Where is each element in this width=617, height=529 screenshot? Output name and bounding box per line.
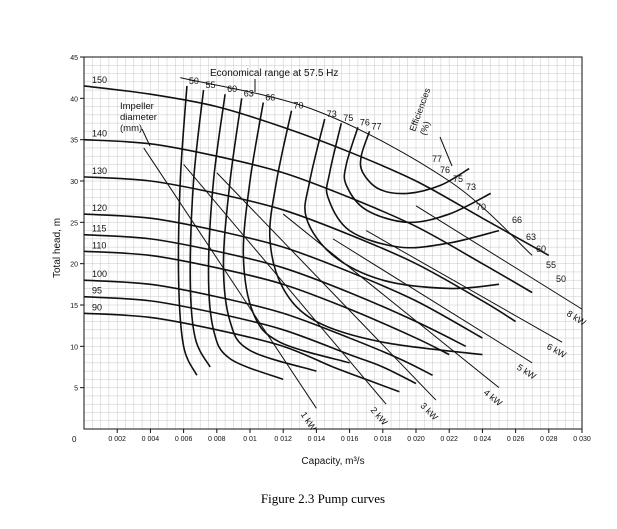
efficiency-end-label: 66 [512,215,522,225]
y-axis-ticks: 5 10 15 20 25 30 35 40 45 [70,55,84,393]
efficiency-curve-55 [189,89,211,368]
x-axis-label: Capacity, m³/s [301,456,364,467]
efficiency-curve-76 [343,127,492,224]
x-tick-label: 0 016 [341,436,359,443]
power-line [415,205,583,310]
power-line [216,172,437,401]
head-curve-label: 115 [92,224,106,234]
efficiencies-label: Efficiencies(%) [407,86,442,136]
power-line [282,213,500,389]
x-tick-label: 0 026 [507,436,525,443]
x-tick-label: 0 01 [243,436,257,443]
efficiency-top-label: 70 [294,101,304,111]
efficiency-top-label: 75 [343,113,353,123]
x-tick-label: 0 006 [175,436,193,443]
efficiency-curve-50 [177,85,198,376]
impeller-diameter-label: Impeller diameter (mm) [120,101,157,134]
x-tick-label: 0 008 [208,436,226,443]
head-curve-130 [83,176,517,323]
power-line-label: 8 kW [565,308,588,328]
power-line-label: 5 kW [515,362,538,382]
y-tick-label: 15 [70,303,78,310]
power-line [332,238,533,364]
y-tick-label: 20 [70,262,78,269]
y-tick-label: 40 [70,96,78,103]
head-curve-label: 150 [92,75,107,85]
power-line [183,164,387,405]
efficiency-top-label: 60 [227,84,237,94]
y-tick-label: 45 [70,55,78,62]
origin-label: 0 [72,435,77,444]
efficiency-curve-73 [304,118,500,290]
efficiency-top-label: 73 [327,109,337,119]
head-curve-100 [83,279,433,376]
efficiency-curve-70 [268,110,483,356]
efficiency-end-label: 73 [466,182,476,192]
head-curve-90 [83,312,400,393]
efficiency-curve-75 [325,122,500,249]
x-tick-label: 0 002 [108,436,126,443]
head-curve-115 [83,233,467,348]
efficiency-end-label: 63 [526,232,536,242]
efficiency-end-label: 75 [453,174,463,184]
efficiency-top-label: 76 [360,117,370,127]
y-axis-label: Total head, m [52,218,63,278]
head-curve-label: 95 [92,286,102,296]
power-line-label: 2 kW [369,405,390,427]
y-tick-label: 25 [70,220,78,227]
x-tick-label: 0 018 [374,436,392,443]
head-curve-label: 100 [92,269,107,279]
head-curve-95 [83,295,417,385]
efficiency-curve-60 [207,94,284,381]
x-tick-label: 0 020 [407,436,425,443]
efficiency-end-label: 60 [536,244,546,254]
head-curve-120 [83,213,483,339]
x-tick-label: 0 024 [474,436,492,443]
efficiency-top-label: 55 [206,80,216,90]
efficiency-top-label: 50 [189,76,199,86]
head-curve-label: 90 [92,302,102,312]
power-line-label: 3 kW [418,401,440,423]
head-curve-label: 140 [92,129,107,139]
head-curve-140 [83,138,533,294]
efficiency-end-label: 50 [556,274,566,284]
head-curve-label: 110 [92,240,106,250]
x-tick-label: 0 014 [308,436,326,443]
efficiency-top-label: 77 [372,121,382,131]
impeller-pointer [141,128,151,147]
economical-range-boundary [180,77,533,256]
x-axis-ticks: 0 002 0 004 0 006 0 008 0 01 0 012 0 014 0 016 0… [108,429,591,443]
efficiency-top-label: 63 [244,88,254,98]
efficiency-top-label: 66 [265,92,275,102]
efficiency-end-label: 77 [432,154,442,164]
plot-frame [83,56,583,430]
x-tick-label: 0 004 [142,436,160,443]
head-curve-110 [83,250,450,356]
y-tick-label: 10 [70,344,78,351]
figure-caption: Figure 2.3 Pump curves [261,491,385,506]
head-curve-label: 130 [92,166,107,176]
efficiency-curve-63 [222,98,317,372]
x-tick-label: 0 028 [540,436,558,443]
head-curve-150 [83,85,550,257]
economical-range-label: Economical range at 57.5 Hz [210,68,338,79]
efficiency-end-label: 70 [476,202,486,212]
power-line [365,230,563,343]
efficiency-end-label: 55 [546,260,556,270]
efficiency-end-label: 76 [440,165,450,175]
head-curve-label: 120 [92,203,107,213]
y-tick-label: 35 [70,138,78,145]
power-line [143,147,317,409]
efficiencies-pointer [439,136,453,167]
x-tick-label: 0 012 [274,436,292,443]
y-tick-label: 5 [74,386,78,393]
x-tick-label: 0 030 [573,436,591,443]
x-tick-label: 0 022 [440,436,458,443]
y-tick-label: 30 [70,179,78,186]
power-line-label: 4 kW [482,387,505,408]
efficiency-curve-77 [359,131,470,195]
efficiency-curve-66 [242,102,350,364]
